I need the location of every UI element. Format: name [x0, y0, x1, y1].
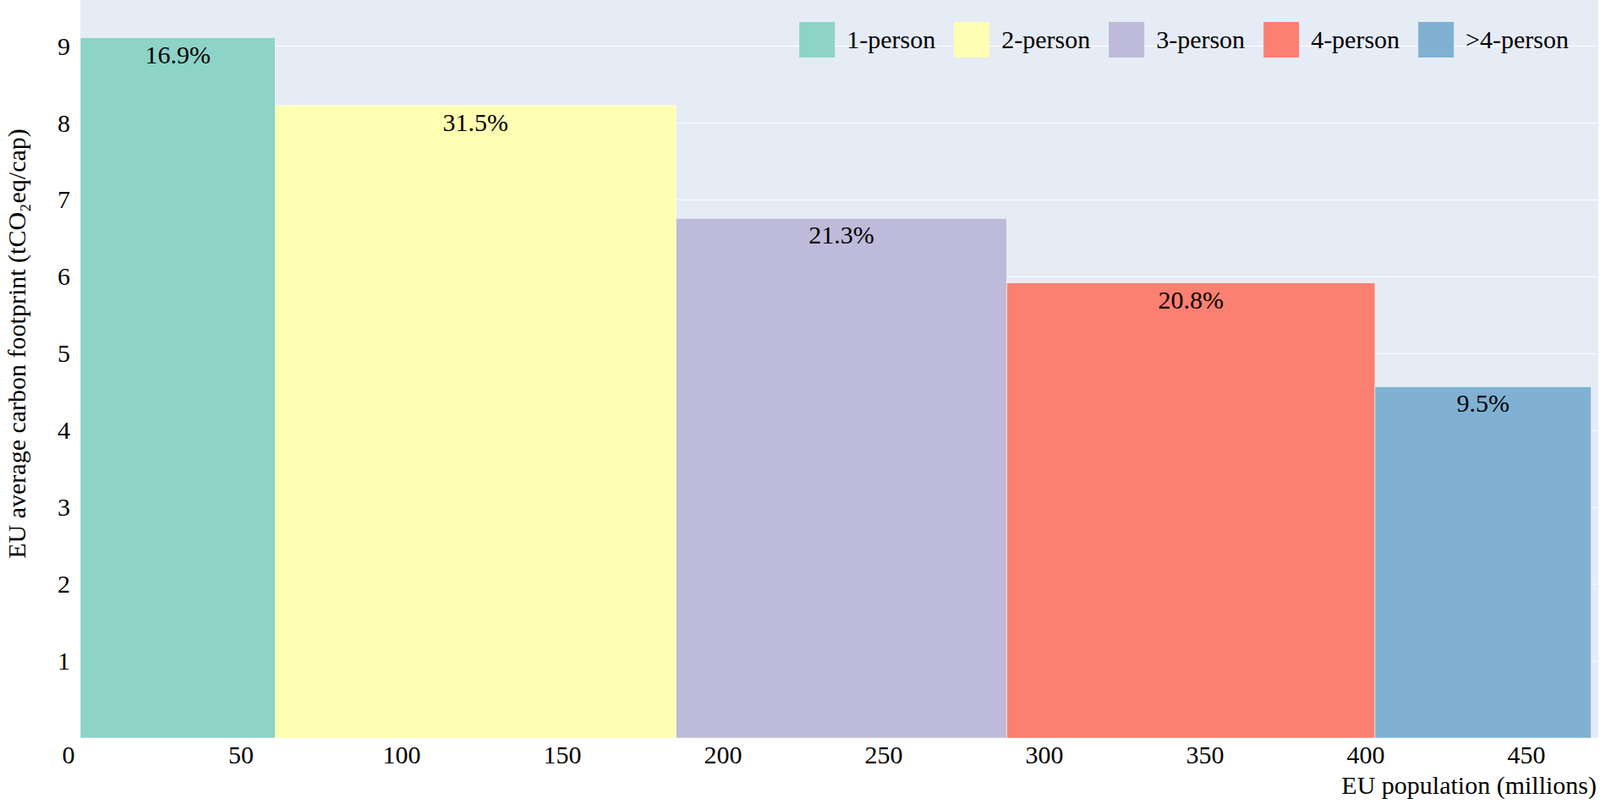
bar: [80, 38, 275, 739]
y-tick: [76, 199, 81, 201]
x-tick-label: 100: [382, 740, 421, 769]
legend-label: 3-person: [1156, 25, 1245, 54]
bar: [1375, 386, 1592, 739]
y-tick: [76, 122, 81, 124]
y-tick-label: 9: [57, 32, 71, 61]
x-tick-label: 0: [62, 740, 76, 769]
bar-annotation: 31.5%: [443, 108, 510, 137]
chart-svg: 16.9% 31.5% 21.3% 20.8% 9.5% 0 50 100 150 200 250 3…: [0, 0, 1600, 804]
legend-item: 4-person: [1263, 21, 1400, 58]
y-tick-label: 8: [57, 109, 71, 137]
legend-item: 3-person: [1108, 21, 1245, 58]
chart-container: 16.9% 31.5% 21.3% 20.8% 9.5% 0 50 100 150 200 250 3…: [0, 0, 1600, 804]
x-tick-label: 300: [1024, 740, 1064, 769]
legend-label: >4-person: [1465, 25, 1569, 54]
legend: 1-person 2-person 3-person 4-person >4-perso…: [799, 21, 1569, 58]
legend-item: 2-person: [953, 21, 1091, 58]
x-tick-label: 450: [1506, 740, 1546, 769]
legend-swatch: [1263, 21, 1299, 58]
x-tick-label: 350: [1185, 740, 1224, 769]
y-tick-label: 1: [57, 646, 71, 675]
bar-annotation: 20.8%: [1157, 285, 1224, 314]
bar: [675, 218, 1007, 739]
y-tick: [76, 276, 81, 278]
legend-swatch: [799, 21, 835, 58]
legend-swatch: [1418, 21, 1454, 58]
x-tick-label: 150: [542, 740, 581, 769]
y-tick-label: 4: [57, 416, 71, 444]
legend-item: >4-person: [1418, 21, 1569, 58]
legend-label: 4-person: [1310, 25, 1400, 54]
y-axis-title: EU average carbon footprint (tCO₂eq/cap): [2, 128, 32, 559]
y-tick: [76, 45, 81, 47]
bar: [1006, 283, 1375, 739]
plot-background: [80, 0, 1599, 739]
x-tick-label: 50: [228, 740, 254, 769]
x-tick-label: 400: [1346, 740, 1385, 769]
x-tick: [80, 738, 82, 742]
x-tick-label: 200: [703, 740, 742, 769]
legend-item: 1-person: [799, 21, 936, 58]
bar-annotation: 21.3%: [808, 220, 875, 249]
y-tick-label: 3: [57, 493, 71, 521]
y-tick-label: 2: [57, 569, 71, 598]
y-tick: [76, 430, 81, 432]
y-tick: [76, 661, 81, 663]
y-tick: [76, 507, 81, 509]
x-tick-label: 250: [864, 740, 903, 769]
y-tick: [76, 353, 81, 355]
y-tick: [76, 584, 81, 586]
legend-swatch: [953, 21, 990, 58]
y-tick-label: 6: [57, 262, 71, 291]
bar-annotation: 9.5%: [1457, 389, 1511, 417]
bars: [80, 38, 1592, 739]
y-tick-label: 7: [57, 185, 71, 214]
bar: [274, 105, 676, 739]
y-tick-label: 5: [57, 339, 71, 368]
legend-label: 1-person: [846, 25, 936, 54]
bar-annotation: 16.9%: [144, 40, 211, 69]
legend-label: 2-person: [1001, 25, 1091, 54]
legend-swatch: [1108, 21, 1145, 58]
x-axis-title: EU population (millions): [1341, 771, 1597, 800]
